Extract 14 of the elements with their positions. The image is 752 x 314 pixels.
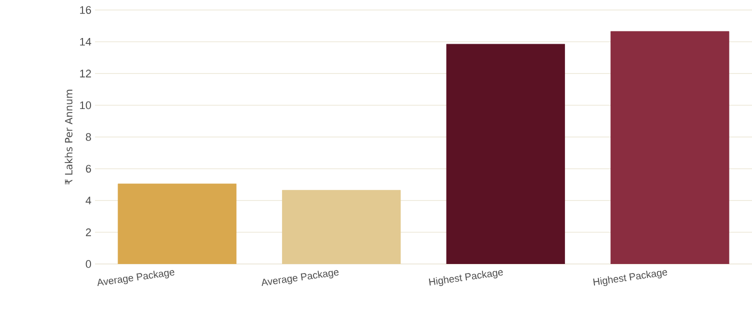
y-tick-label: 16 [80,6,91,14]
y-tick-label: 0 [86,260,92,268]
y-tick-label: 4 [86,196,92,204]
x-tick-label: Highest Package [428,270,503,286]
y-tick-label: 8 [86,133,91,141]
x-tick-label: Average Package [97,270,174,286]
y-tick-label: 2 [86,228,91,236]
y-tick-label: 6 [86,164,91,173]
x-tick-label: Highest Package [593,270,668,286]
y-tick-label: 14 [80,38,92,46]
y-tick-label: 10 [80,101,92,110]
y-axis-title: ₹ Lakhs Per Annum [64,90,72,185]
y-tick-label: 12 [80,70,91,78]
x-tick-label: Average Package [262,270,339,286]
